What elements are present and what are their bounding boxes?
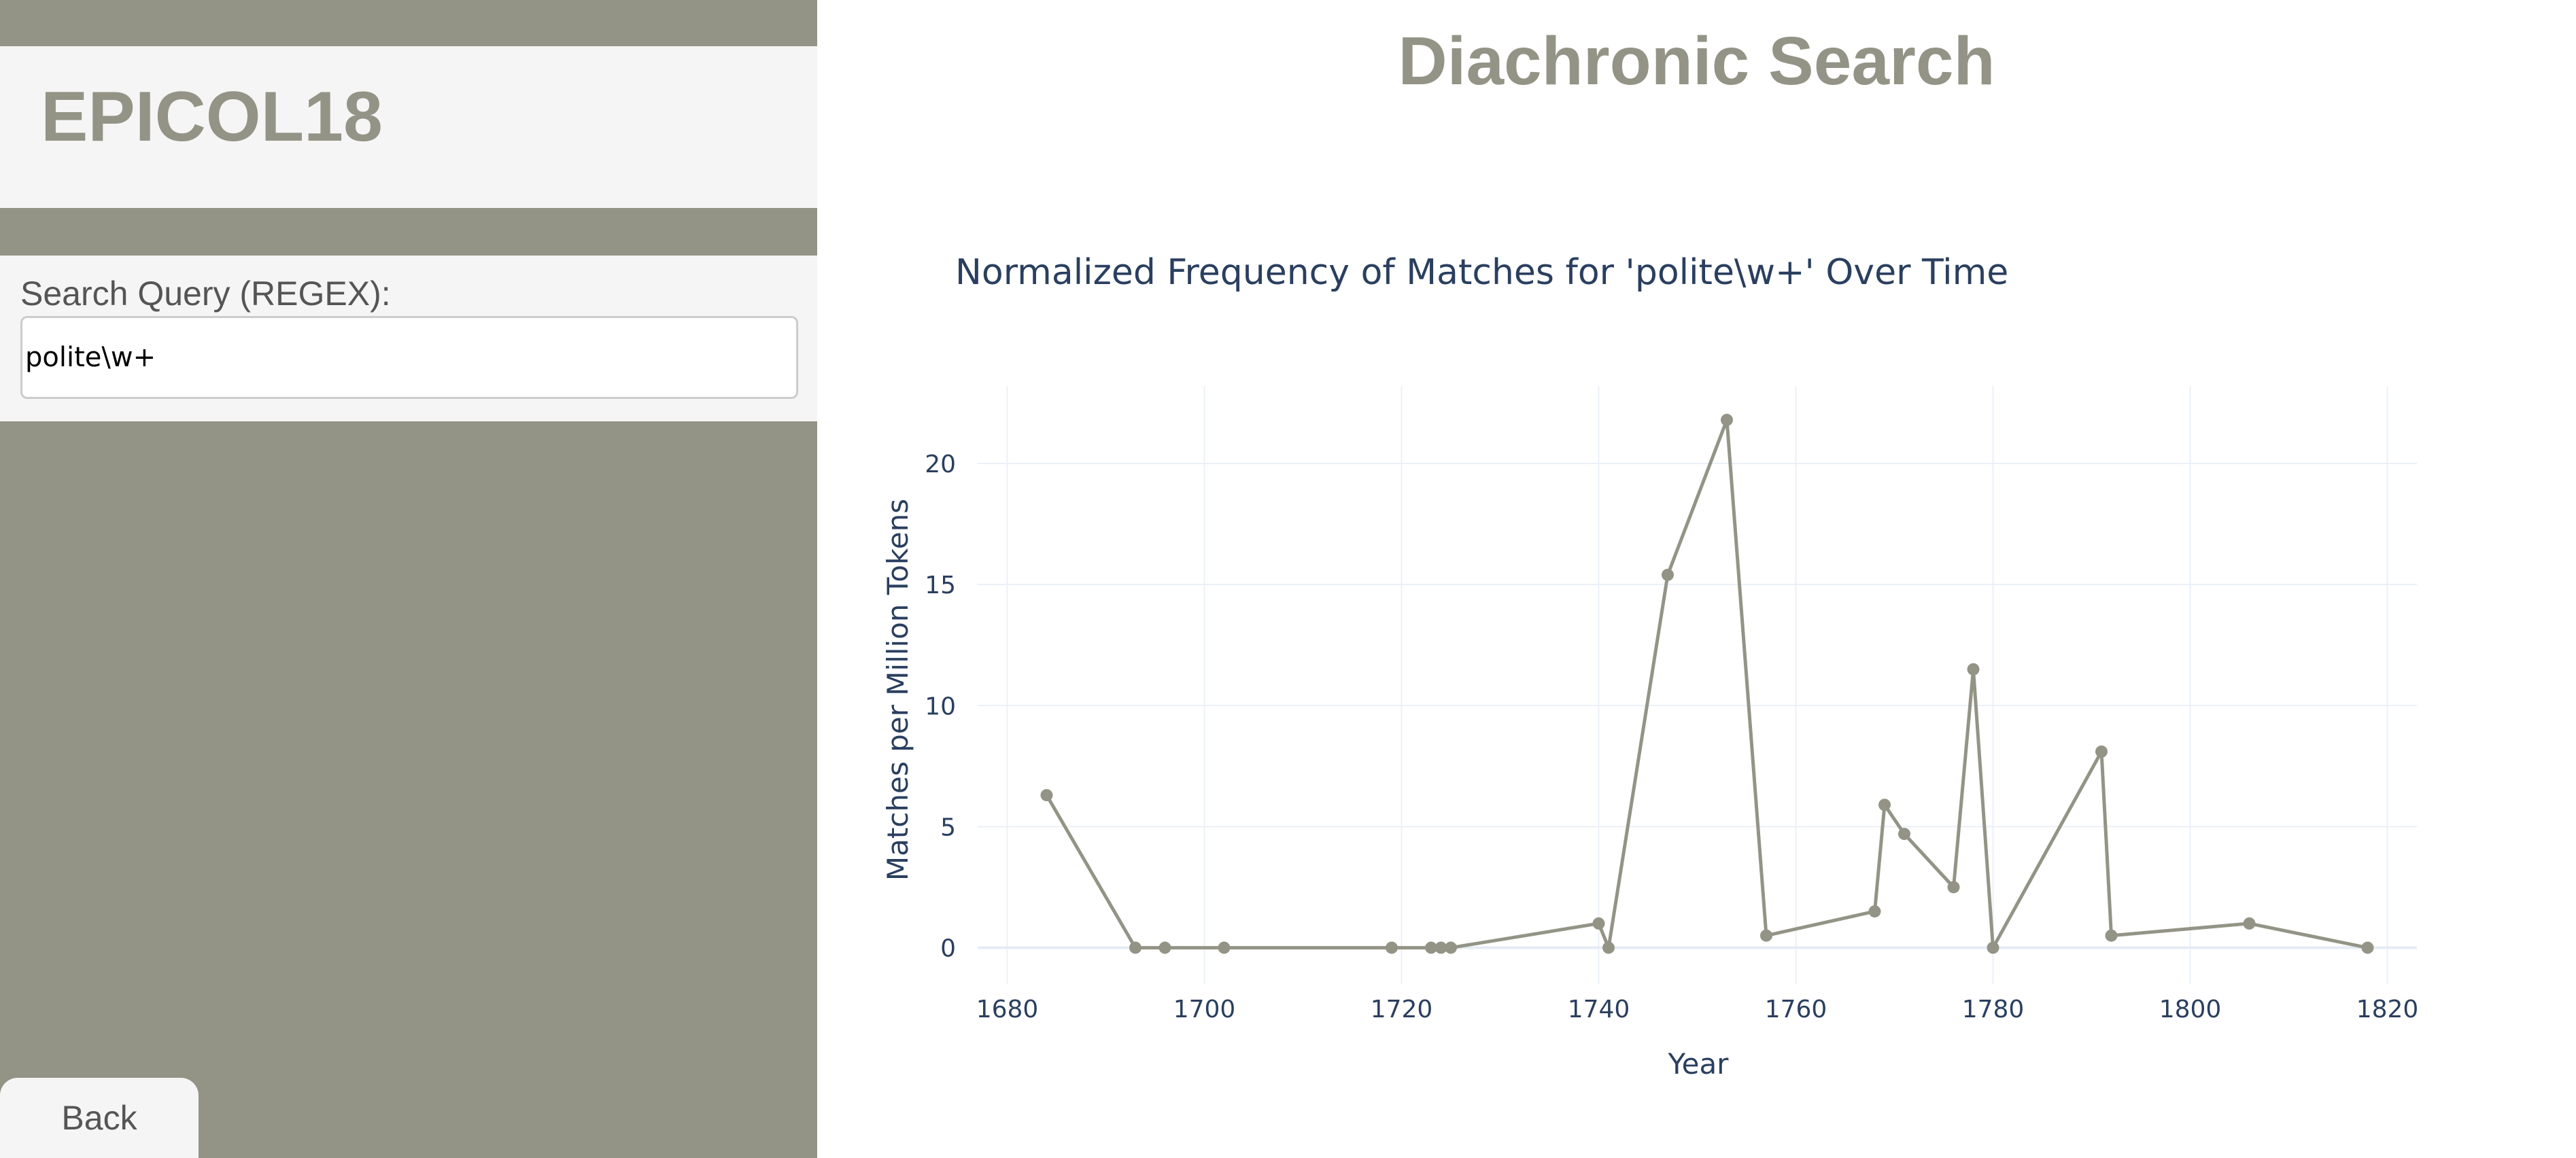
- data-point[interactable]: [2105, 929, 2118, 942]
- y-tick-label: 0: [940, 935, 956, 963]
- data-point[interactable]: [1435, 941, 1447, 954]
- chart-title: Normalized Frequency of Matches for 'pol…: [955, 252, 2008, 293]
- series-line: [1045, 418, 2369, 950]
- data-point[interactable]: [1868, 905, 1881, 918]
- y-tick-label: 20: [925, 451, 956, 478]
- data-point[interactable]: [1967, 663, 1980, 676]
- data-point[interactable]: [1218, 941, 1231, 954]
- x-tick-label: 1820: [2356, 996, 2419, 1023]
- sidebar: EPICOL18 Search Query (REGEX): Back: [0, 0, 817, 1158]
- search-query-input[interactable]: [20, 316, 798, 399]
- data-point[interactable]: [1040, 789, 1053, 802]
- x-axis-title: Year: [1668, 1047, 1730, 1081]
- x-tick-label: 1760: [1765, 996, 1827, 1023]
- page-title: Diachronic Search: [1398, 23, 1995, 99]
- data-point[interactable]: [1602, 941, 1615, 954]
- data-point[interactable]: [1592, 917, 1605, 930]
- x-tick-label: 1740: [1568, 996, 1630, 1023]
- x-tick-label: 1800: [2159, 996, 2222, 1023]
- data-point[interactable]: [1721, 413, 1733, 426]
- data-point[interactable]: [1386, 941, 1398, 954]
- data-point[interactable]: [2095, 745, 2108, 758]
- data-point[interactable]: [1662, 568, 1674, 581]
- brand-panel: [0, 46, 817, 208]
- search-query-label: Search Query (REGEX):: [20, 275, 391, 313]
- data-point[interactable]: [1158, 941, 1171, 954]
- back-button[interactable]: Back: [0, 1078, 199, 1158]
- data-point[interactable]: [1878, 799, 1891, 811]
- x-tick-label: 1720: [1371, 996, 1433, 1023]
- y-tick-label: 15: [925, 572, 956, 599]
- x-tick-label: 1700: [1173, 996, 1236, 1023]
- data-point[interactable]: [1987, 941, 1999, 954]
- data-point[interactable]: [1445, 941, 1457, 954]
- frequency-line-chart: Normalized Frequency of Matches for 'pol…: [881, 252, 2419, 1081]
- data-point[interactable]: [1760, 929, 1772, 942]
- x-tick-label: 1680: [976, 996, 1039, 1023]
- y-tick-label: 5: [940, 813, 956, 841]
- data-point[interactable]: [2361, 941, 2374, 954]
- y-axis-title: Matches per Million Tokens: [881, 499, 914, 881]
- x-tick-label: 1780: [1962, 996, 2025, 1023]
- data-point[interactable]: [1898, 828, 1910, 841]
- data-point[interactable]: [1425, 941, 1437, 954]
- data-point[interactable]: [2243, 917, 2256, 930]
- y-tick-label: 10: [925, 692, 956, 720]
- data-point[interactable]: [1129, 941, 1141, 954]
- app-logo-title: EPICOL18: [41, 77, 383, 156]
- data-point[interactable]: [1947, 881, 1960, 894]
